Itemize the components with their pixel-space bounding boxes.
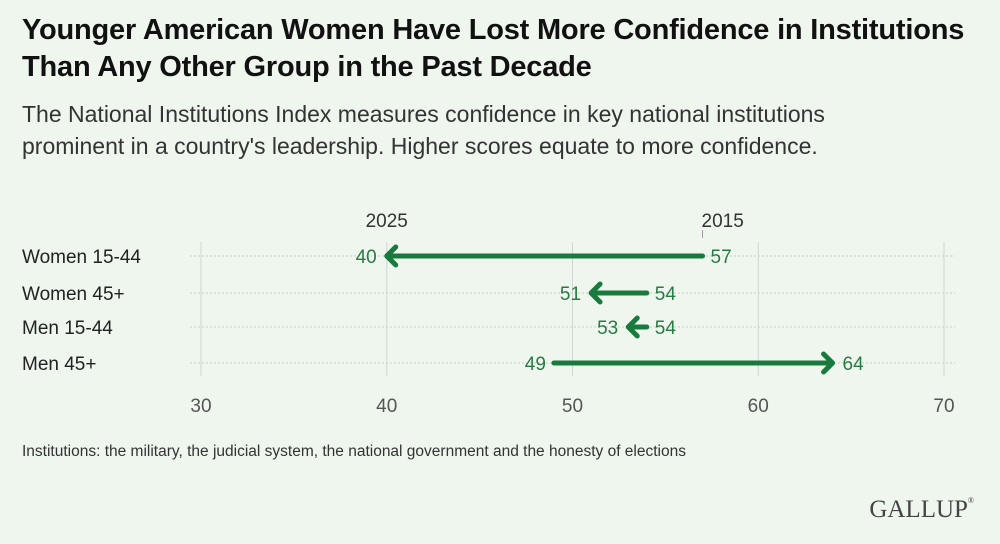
tick-label-70: 70	[933, 396, 954, 417]
arrow-head	[384, 244, 399, 268]
x-axis-ticks: 30 40 50 60 70	[190, 396, 954, 417]
value-label-2025: 53	[597, 318, 618, 339]
value-label-2015: 54	[655, 318, 677, 339]
value-label-2015: 49	[525, 354, 546, 375]
legend-label-2015: 2015	[702, 211, 744, 232]
category-label: Women 45+	[22, 284, 125, 305]
arrow-head	[625, 315, 640, 339]
tick-label-50: 50	[562, 396, 583, 417]
value-label-2025: 64	[843, 354, 865, 375]
chart-rows: Women 15-44 57 40 Women 45+ 54 51 Men 15-44 54 5…	[22, 244, 865, 375]
tick-label-40: 40	[376, 396, 397, 417]
year-legend: 2015 2025	[366, 211, 744, 238]
gridlines	[190, 242, 955, 376]
category-label: Men 45+	[22, 354, 96, 375]
value-label-2025: 51	[560, 284, 581, 305]
footnote: Institutions: the military, the judicial…	[22, 443, 686, 460]
tick-label-60: 60	[748, 396, 769, 417]
tick-label-30: 30	[190, 396, 211, 417]
category-label: Women 15-44	[22, 247, 141, 268]
arrow-head	[821, 351, 836, 375]
chart-title: Younger American Women Have Lost More Co…	[22, 14, 965, 83]
gallup-logo: GALLUP®	[869, 496, 974, 523]
legend-label-2025: 2025	[366, 211, 408, 232]
value-label-2025: 40	[356, 247, 377, 268]
chart-subtitle: The National Institutions Index measures…	[22, 101, 825, 159]
value-label-2015: 57	[711, 247, 732, 268]
dumbbell-chart: Women 15-44 57 40 Women 45+ 54 51 Men 15-44 54 5…	[22, 211, 955, 417]
arrow-head	[588, 281, 603, 305]
value-label-2015: 54	[655, 284, 677, 305]
category-label: Men 15-44	[22, 318, 113, 339]
